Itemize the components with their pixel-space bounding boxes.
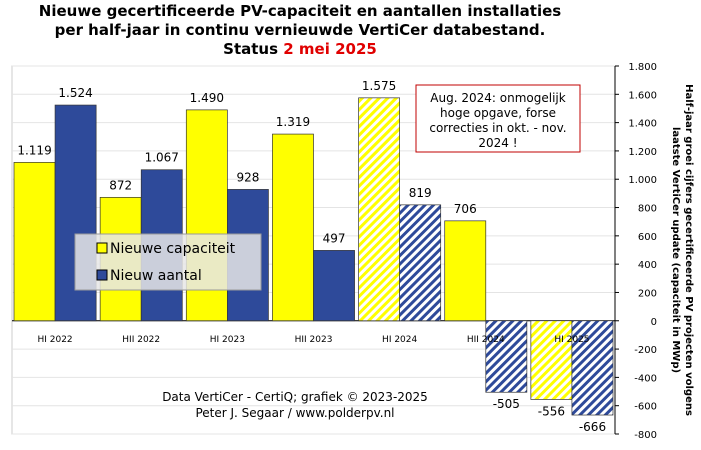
legend-swatch: [96, 242, 108, 254]
chart-title: Nieuwe gecertificeerde PV-capaciteit en …: [39, 2, 561, 20]
y-tick-label: 200: [638, 288, 657, 299]
y-tick-label: -600: [634, 402, 657, 413]
data-label: -505: [493, 397, 520, 411]
y-tick-label: 600: [638, 232, 657, 243]
data-label: -666: [579, 420, 606, 434]
y-tick-label: 1.800: [628, 62, 657, 73]
data-label: 706: [454, 202, 477, 216]
annotation-box: [415, 84, 581, 153]
legend-swatch: [96, 269, 108, 281]
data-label: 497: [323, 231, 346, 245]
x-tick-label: HI 2024: [382, 335, 417, 345]
x-tick-label: HII 2024: [467, 335, 505, 345]
bar: [530, 320, 573, 400]
y-tick-label: -800: [634, 430, 657, 441]
y-tick-label: 1.200: [628, 147, 657, 158]
data-label: 1.319: [276, 115, 310, 129]
bar: [358, 97, 400, 322]
x-tick-label: HII 2022: [122, 335, 160, 345]
y-tick-label: 1.600: [628, 90, 657, 101]
status: Status: [223, 40, 278, 58]
data-label: 1.490: [190, 91, 224, 105]
chart-title: per half-jaar in continu vernieuwde Vert…: [55, 21, 546, 39]
footer: Peter J. Segaar / www.polderpv.nl: [195, 406, 394, 420]
annotation: correcties in okt. - nov.: [429, 121, 566, 135]
data-label: 1.067: [145, 151, 179, 165]
data-label: 1.575: [362, 79, 396, 93]
y-axis-title: Half-jaar groei cijfers gecertificeerde …: [683, 84, 694, 416]
bar: [313, 250, 355, 322]
bar: [485, 320, 528, 393]
status-date: 2 mei 2025: [283, 40, 377, 58]
x-tick-label: HI 2022: [37, 335, 72, 345]
y-tick-label: -200: [634, 345, 657, 356]
x-tick-label: HII 2023: [295, 335, 333, 345]
legend-label: Nieuw aantal: [110, 268, 202, 284]
chart-title: Status 2 mei 2025: [223, 40, 377, 58]
annotation: hoge opgave, forse: [440, 106, 556, 120]
data-label: 1.524: [58, 86, 92, 100]
y-tick-label: 0: [651, 317, 657, 328]
footer: Data VertiCer - CertiQ; grafiek © 2023-2…: [162, 390, 428, 404]
y-tick-label: -400: [634, 373, 657, 384]
y-tick-label: 800: [638, 204, 657, 215]
data-label: 819: [409, 186, 432, 200]
x-tick-label: HI 2025: [554, 335, 589, 345]
bar: [444, 220, 487, 322]
data-label: 1.119: [17, 143, 51, 157]
y-tick-label: 1.000: [628, 175, 657, 186]
annotation: 2024 !: [478, 136, 517, 150]
bar: [272, 133, 314, 322]
y-axis-title: laatste VertiCer update (capaciteit in M…: [670, 127, 681, 373]
data-label: -556: [538, 404, 565, 418]
annotation: Aug. 2024: onmogelijk: [430, 91, 565, 105]
y-tick-label: 400: [638, 260, 657, 271]
x-tick-label: HI 2023: [210, 335, 245, 345]
bar: [571, 320, 614, 416]
y-tick-label: 1.400: [628, 119, 657, 130]
data-label: 872: [109, 178, 132, 192]
data-label: 928: [236, 170, 259, 184]
bar: [399, 204, 442, 322]
legend-label: Nieuwe capaciteit: [110, 241, 236, 257]
bar: [13, 162, 56, 322]
